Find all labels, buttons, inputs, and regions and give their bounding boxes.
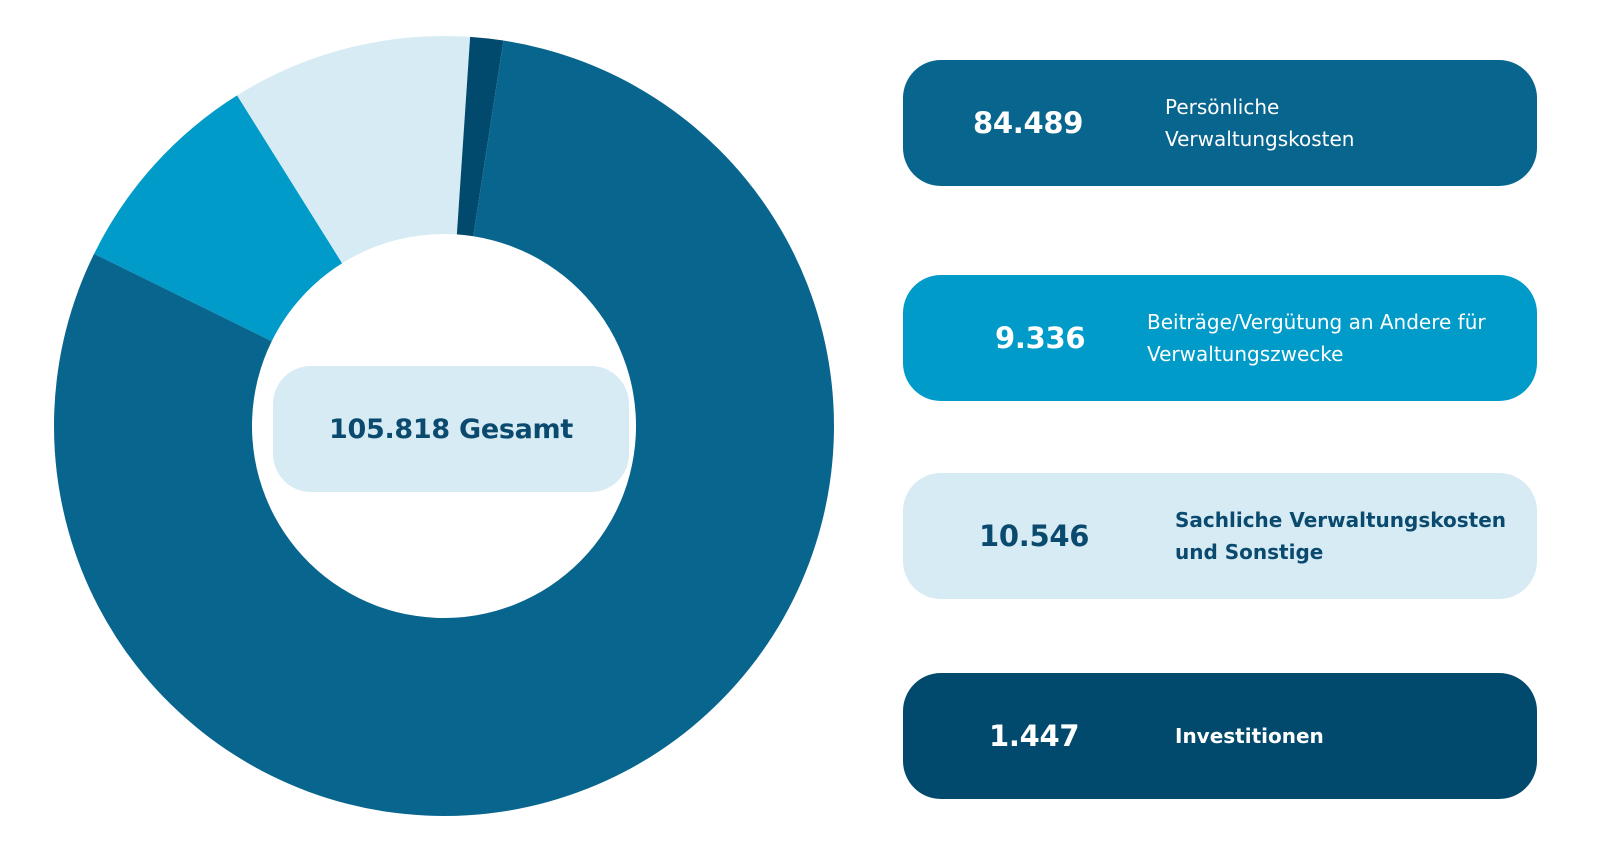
center-total-label: 105.818 Gesamt <box>329 413 573 445</box>
donut-chart <box>53 36 835 817</box>
slice-material-costs <box>237 36 471 264</box>
slice-personal-costs <box>53 40 835 817</box>
slice-contributions <box>94 95 343 342</box>
legend-value: 1.447 <box>989 719 1080 753</box>
center-total-pill: 105.818 Gesamt <box>273 366 629 492</box>
legend-card-material-costs: 10.546 Sachliche Verwaltungskosten und S… <box>903 473 1537 599</box>
legend-value: 10.546 <box>979 519 1090 553</box>
legend-label: Investitionen <box>1175 724 1324 748</box>
slice-investments <box>456 36 504 237</box>
legend-card-contributions: 9.336 Beiträge/Vergütung an Andere für V… <box>903 275 1537 401</box>
legend-label: Beiträge/Vergütung an Andere für Verwalt… <box>1147 310 1486 366</box>
legend-label: Sachliche Verwaltungskosten und Sonstige <box>1175 508 1506 564</box>
legend-card-investments: 1.447 Investitionen <box>903 673 1537 799</box>
legend-card-personal-costs: 84.489 Persönliche Verwaltungskosten <box>903 60 1537 186</box>
legend-value: 9.336 <box>995 321 1086 355</box>
legend-label: Persönliche Verwaltungskosten <box>1165 95 1355 151</box>
legend-value: 84.489 <box>973 106 1084 140</box>
